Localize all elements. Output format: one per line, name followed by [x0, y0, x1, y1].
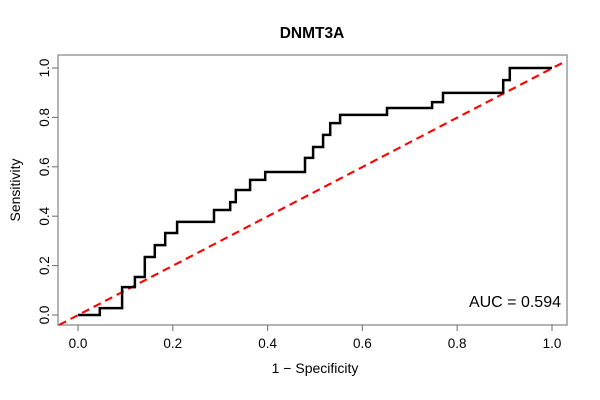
x-tick-label: 0.6 — [353, 336, 372, 351]
chance-diagonal-line — [58, 60, 567, 326]
y-tick-label: 0.8 — [37, 108, 52, 127]
x-axis-label: 1 − Specificity — [272, 360, 359, 376]
x-tick-label: 0.8 — [448, 336, 467, 351]
y-axis-ticks: 0.0 0.2 0.4 0.6 0.8 1.0 — [37, 59, 58, 325]
x-tick-label: 0.4 — [258, 336, 277, 351]
x-axis-ticks: 0.0 0.2 0.4 0.6 0.8 1.0 — [69, 325, 562, 351]
y-axis-label: Sensitivity — [7, 158, 23, 221]
y-tick-label: 0.4 — [37, 206, 52, 225]
y-tick-label: 1.0 — [37, 59, 52, 78]
y-tick-label: 0.6 — [37, 157, 52, 176]
y-tick-label: 0.0 — [37, 306, 52, 325]
chart-title: DNMT3A — [280, 25, 345, 42]
x-tick-label: 0.2 — [163, 336, 182, 351]
plot-box — [57, 54, 568, 326]
x-tick-label: 0.0 — [69, 336, 88, 351]
x-tick-label: 1.0 — [543, 336, 562, 351]
y-tick-label: 0.2 — [37, 256, 52, 275]
auc-annotation: AUC = 0.594 — [469, 294, 561, 311]
roc-curve — [78, 66, 552, 317]
